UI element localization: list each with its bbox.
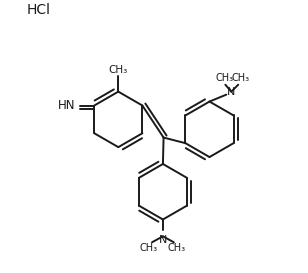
Text: HN: HN bbox=[58, 99, 75, 112]
Text: HCl: HCl bbox=[26, 3, 50, 17]
Text: CH₃: CH₃ bbox=[109, 65, 128, 75]
Text: CH₃: CH₃ bbox=[231, 73, 249, 83]
Text: N: N bbox=[159, 235, 167, 245]
Text: N: N bbox=[227, 87, 236, 97]
Text: CH₃: CH₃ bbox=[215, 73, 233, 83]
Text: CH₃: CH₃ bbox=[168, 243, 186, 253]
Text: CH₃: CH₃ bbox=[140, 243, 158, 253]
